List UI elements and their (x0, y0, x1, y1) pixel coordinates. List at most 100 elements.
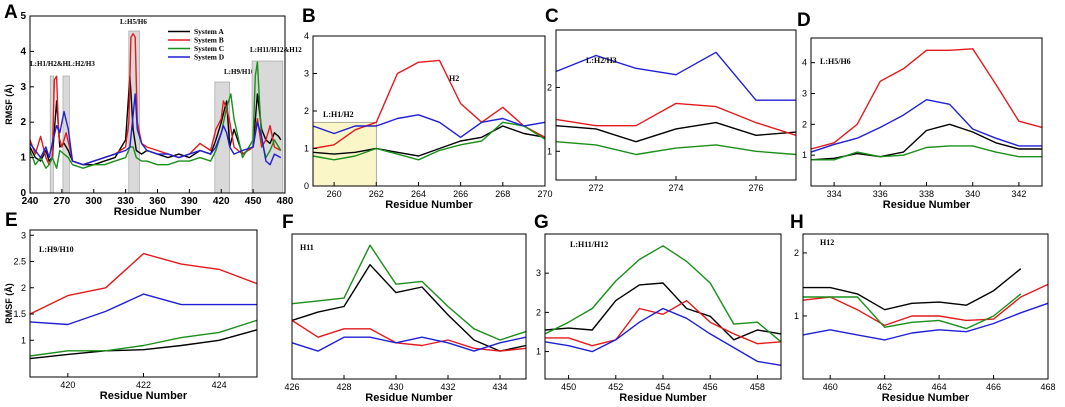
series-line-system-b (312, 59, 546, 150)
series-line-system-d (29, 93, 282, 166)
annotation-l-h9-h10: L:H9/H10 (39, 245, 74, 254)
x-tick-label: 276 (748, 183, 763, 193)
panel-letter-f: F (282, 212, 294, 233)
panel-letter-c: C (545, 6, 559, 27)
x-tick-label: 266 (453, 189, 468, 199)
region-label: L:H1/H2&H (30, 60, 69, 68)
series-line-system-c (811, 145, 1042, 161)
annotation-l-h1-h2: L:H1/H2 (323, 110, 354, 119)
panel-b: B 260 262 264 266 268 270 0 1 2 3 4 Residue Number H2… (302, 6, 553, 211)
series-line-system-a (544, 282, 782, 341)
y-tick-label: 5 (20, 11, 26, 22)
region-label: L:H2/H3 (68, 60, 95, 68)
series-line-system-d (291, 336, 527, 352)
axes-frame (291, 233, 527, 380)
legend-label: System A (194, 27, 224, 36)
x-tick-label: 464 (932, 382, 947, 392)
series-line-system-b (555, 102, 797, 136)
x-tick-label: 460 (823, 382, 838, 392)
y-tick-label: 3 (20, 82, 26, 93)
x-tick-label: 264 (411, 189, 426, 199)
x-axis-label: Residue Number (114, 206, 202, 218)
series-line-system-b (29, 252, 258, 315)
series-line-system-b (291, 319, 527, 352)
l-h1-h2-region (312, 121, 377, 187)
y-tick-label: 2 (536, 307, 541, 317)
x-tick-label: 262 (369, 189, 384, 199)
series-line-system-d (544, 307, 782, 366)
x-tick-label: 420 (213, 196, 230, 207)
annotation-l-h2-h3: L:H2/H3 (586, 56, 617, 65)
y-tick-label: 0 (304, 181, 309, 191)
region-label: L:H5/H6 (120, 18, 147, 26)
series-line-system-b (545, 299, 782, 347)
panel-letter-d: D (797, 10, 811, 31)
y-tick-label: 3 (21, 230, 26, 240)
series-line-system-c (291, 244, 527, 341)
series-line-system-a (312, 125, 546, 157)
y-tick-label: 2 (794, 248, 799, 258)
annotation-l-h5-h6: L:H5/H6 (820, 57, 851, 66)
x-axis-label: Residue Number (619, 392, 707, 404)
x-tick-label: 330 (117, 196, 134, 207)
series-line-system-a (803, 268, 1022, 311)
y-tick-label: 4 (802, 58, 807, 68)
y-tick-label: 4 (304, 31, 309, 41)
series-line-system-a (29, 329, 258, 360)
x-tick-label: 456 (703, 382, 718, 392)
x-tick-label: 342 (1011, 189, 1026, 199)
panel-h: H 460 462 464 466 468 1 2 Residue Number H12 (790, 212, 1056, 404)
y-tick-label: 1 (304, 144, 309, 154)
region-label: L:H11/H12&H12 (250, 46, 302, 54)
x-tick-label: 450 (245, 196, 262, 207)
x-tick-label: 424 (212, 380, 227, 390)
series-line-system-a (291, 264, 527, 352)
x-tick-label: 426 (284, 382, 299, 392)
x-axis-label: Residue Number (883, 199, 971, 211)
series-line-system-d (312, 114, 546, 139)
y-tick-label: 1.5 (13, 309, 26, 319)
series-line-system-a (555, 121, 797, 143)
y-tick-label: 1 (20, 153, 26, 164)
series-line-system-b (802, 283, 1049, 327)
x-tick-label: 466 (986, 382, 1001, 392)
panel-letter-e: E (5, 210, 18, 231)
x-tick-label: 334 (827, 189, 842, 199)
x-tick-label: 340 (965, 189, 980, 199)
x-tick-label: 272 (588, 183, 603, 193)
x-tick-label: 300 (85, 196, 102, 207)
x-tick-label: 432 (440, 382, 455, 392)
y-tick-label: 0 (20, 188, 26, 199)
y-tick-label: 1 (536, 347, 541, 357)
y-axis-label: RMSF (Å) (4, 84, 14, 125)
series-line-system-c (29, 61, 282, 169)
x-tick-label: 338 (919, 189, 934, 199)
y-tick-label: 2 (304, 106, 309, 116)
x-tick-label: 422 (136, 380, 151, 390)
y-tick-label: 1 (21, 335, 26, 345)
x-tick-label: 360 (149, 196, 166, 207)
series-line-system-c (29, 319, 258, 357)
x-tick-label: 240 (22, 196, 39, 207)
x-tick-label: 450 (561, 382, 576, 392)
x-tick-label: 270 (537, 189, 552, 199)
series-line-system-d (29, 293, 257, 326)
x-tick-label: 454 (655, 382, 670, 392)
y-tick-label: 3 (536, 268, 541, 278)
y-tick-label: 1 (802, 150, 807, 160)
series-line-system-c (803, 293, 1022, 330)
series-line-system-c (312, 121, 546, 161)
x-tick-label: 260 (327, 189, 342, 199)
x-tick-label: 428 (336, 382, 351, 392)
legend-label: System D (194, 53, 225, 62)
x-tick-label: 336 (873, 189, 888, 199)
x-tick-label: 274 (668, 183, 683, 193)
panel-c: C 272 274 276 1 2 L:H2/H3 (545, 6, 797, 193)
x-axis-label: Residue Number (100, 390, 188, 402)
series-line-system-b (810, 48, 1043, 150)
x-tick-label: 430 (388, 382, 403, 392)
x-tick-label: 458 (750, 382, 765, 392)
x-tick-label: 468 (1040, 382, 1055, 392)
